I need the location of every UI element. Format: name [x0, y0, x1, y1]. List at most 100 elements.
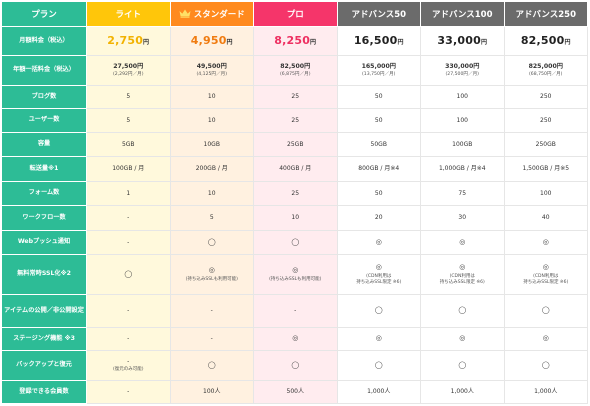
cell-ssl-advance50: ◎ (CDN利用は 持ち込みSSL限定 ※6) — [337, 255, 421, 295]
cell-mark: ◎ — [208, 265, 215, 274]
cell-value: 75 — [421, 182, 505, 206]
yearly-per-month: (27,500円／月) — [445, 72, 479, 78]
cell-value: 10 — [170, 86, 254, 109]
cell-value: 100 — [504, 182, 588, 206]
yearly-per-month: (68,750円／月) — [529, 72, 563, 78]
price: 2,750円 — [107, 34, 149, 47]
cell-value: ◯ — [254, 351, 338, 381]
row-ssl: 無料常時SSL化※2 ◯ ◎ (持ち込みSSLも利用可能) ◎ (持ち込みSSLも利… — [2, 255, 588, 295]
cell-value: 500人 — [254, 381, 338, 404]
price-value: 4,950 — [190, 33, 227, 47]
plan-name: アドバンス250 — [515, 10, 577, 20]
row-webpush: Webプッシュ通知 - ◯ ◯ ◎ ◎ ◎ — [2, 231, 588, 255]
cell-value: 50 — [337, 86, 421, 109]
cell-ssl-lite: ◯ — [87, 255, 171, 295]
cell-value: - — [254, 295, 338, 328]
cell-value: 1 — [87, 182, 171, 206]
price: 8,250円 — [274, 34, 316, 47]
yearly-per-month: (6,875円／月) — [279, 72, 311, 78]
price-unit: 円 — [143, 38, 150, 46]
cell-value: 800GB / 月※4 — [337, 157, 421, 182]
cell-value: 10 — [254, 206, 338, 231]
cell-value: - — [87, 381, 171, 404]
cell-note: (持ち込みSSLも利用可能) — [269, 277, 322, 283]
row-storage: 容量 5GB 10GB 25GB 50GB 100GB 250GB — [2, 133, 588, 157]
cell-value: 100GB / 月 — [87, 157, 171, 182]
cell-value: - — [170, 295, 254, 328]
price-value: 16,500 — [353, 33, 398, 47]
cell-value: 25GB — [254, 133, 338, 157]
plan-header-advance50: アドバンス50 — [337, 2, 421, 27]
cell-value: 1,000人 — [504, 381, 588, 404]
cell-value: ◎ — [421, 328, 505, 351]
cell-ssl-advance100: ◎ (CDN利用は 持ち込みSSL限定 ※6) — [421, 255, 505, 295]
yearly-per-month: (4,125円／月) — [196, 72, 228, 78]
cell-value: 1,000GB / 月※4 — [421, 157, 505, 182]
row-label: 年額一括料金（税込） — [2, 56, 87, 86]
cell-note: (CDN利用は 持ち込みSSL限定 ※6) — [439, 273, 485, 286]
cell-value: 5 — [87, 86, 171, 109]
price-unit: 円 — [397, 38, 404, 46]
cell-ssl-standard: ◎ (持ち込みSSLも利用可能) — [170, 255, 254, 295]
row-item-visibility: アイテムの公開／非公開設定 - - - ◯ ◯ ◯ — [2, 295, 588, 328]
row-staging: ステージング機能 ※3 - - ◎ ◎ ◎ ◎ — [2, 328, 588, 351]
cell-note: (復元のみ可能) — [112, 367, 144, 373]
cell-mark: ◯ — [124, 269, 133, 278]
cell-value: 25 — [254, 182, 338, 206]
cell-value: ◯ — [504, 295, 588, 328]
cell-ssl-advance250: ◎ (CDN利用は 持ち込みSSL限定 ※6) — [504, 255, 588, 295]
plan-header-label: プラン — [2, 2, 87, 27]
crown-icon — [179, 9, 191, 18]
row-label: 容量 — [2, 133, 87, 157]
yearly-per-month: (13,750円／月) — [362, 72, 396, 78]
row-blogs: ブログ数 5 10 25 50 100 250 — [2, 86, 588, 109]
cell-yearly-advance50: 165,000円 (13,750円／月) — [337, 56, 421, 86]
header-row: プラン ライト スタンダード プロ アドバンス50 アドバンス100 アドバンス… — [2, 2, 588, 27]
cell-value: - — [87, 295, 171, 328]
cell-value: ◯ — [421, 295, 505, 328]
row-label: フォーム数 — [2, 182, 87, 206]
price-value: 8,250 — [274, 33, 311, 47]
plan-header-pro: プロ — [254, 2, 338, 27]
price-unit: 円 — [480, 38, 488, 46]
cell-value: 100 — [421, 86, 505, 109]
cell-yearly-standard: 49,500円 (4,125円／月) — [170, 56, 254, 86]
price: 82,500円 — [521, 34, 571, 47]
cell-mark: ◎ — [292, 265, 299, 274]
cell-value: 100GB — [421, 133, 505, 157]
cell-value: ◯ — [337, 351, 421, 381]
row-yearly-fee: 年額一括料金（税込） 27,500円 (2,292円／月) 49,500円 (4,1… — [2, 56, 588, 86]
cell-monthly-advance250: 82,500円 — [504, 27, 588, 56]
cell-value: 250GB — [504, 133, 588, 157]
price-value: 2,750 — [107, 33, 144, 47]
cell-yearly-advance100: 330,000円 (27,500円／月) — [421, 56, 505, 86]
row-label: 転送量※1 — [2, 157, 87, 182]
cell-monthly-standard: 4,950円 — [170, 27, 254, 56]
cell-monthly-pro: 8,250円 — [254, 27, 338, 56]
price-value: 33,000 — [437, 33, 481, 47]
cell-monthly-advance50: 16,500円 — [337, 27, 421, 56]
cell-value: ◯ — [170, 351, 254, 381]
yearly-price: 165,000円 — [361, 62, 396, 70]
cell-value: ◎ — [254, 328, 338, 351]
cell-value: 25 — [254, 86, 338, 109]
cell-value: - — [87, 231, 171, 255]
cell-note: (持ち込みSSLも利用可能) — [185, 277, 238, 283]
cell-yearly-advance250: 825,000円 (68,750円／月) — [504, 56, 588, 86]
cell-value: 100人 — [170, 381, 254, 404]
price: 16,500円 — [354, 34, 404, 47]
cell-value: 400GB / 月 — [254, 157, 338, 182]
cell-value: 200GB / 月 — [170, 157, 254, 182]
plan-name: アドバンス50 — [351, 10, 407, 20]
cell-value: 25 — [254, 109, 338, 133]
cell-value: - — [87, 328, 171, 351]
yearly-price: 49,500円 — [196, 62, 227, 70]
row-label: ブログ数 — [2, 86, 87, 109]
cell-value: 20 — [337, 206, 421, 231]
cell-mark: ◎ — [375, 262, 382, 271]
row-label: ワークフロー数 — [2, 206, 87, 231]
yearly-price: 82,500円 — [280, 62, 311, 70]
cell-value: ◎ — [504, 328, 588, 351]
price-unit: 円 — [564, 38, 571, 46]
cell-value: 50GB — [337, 133, 421, 157]
